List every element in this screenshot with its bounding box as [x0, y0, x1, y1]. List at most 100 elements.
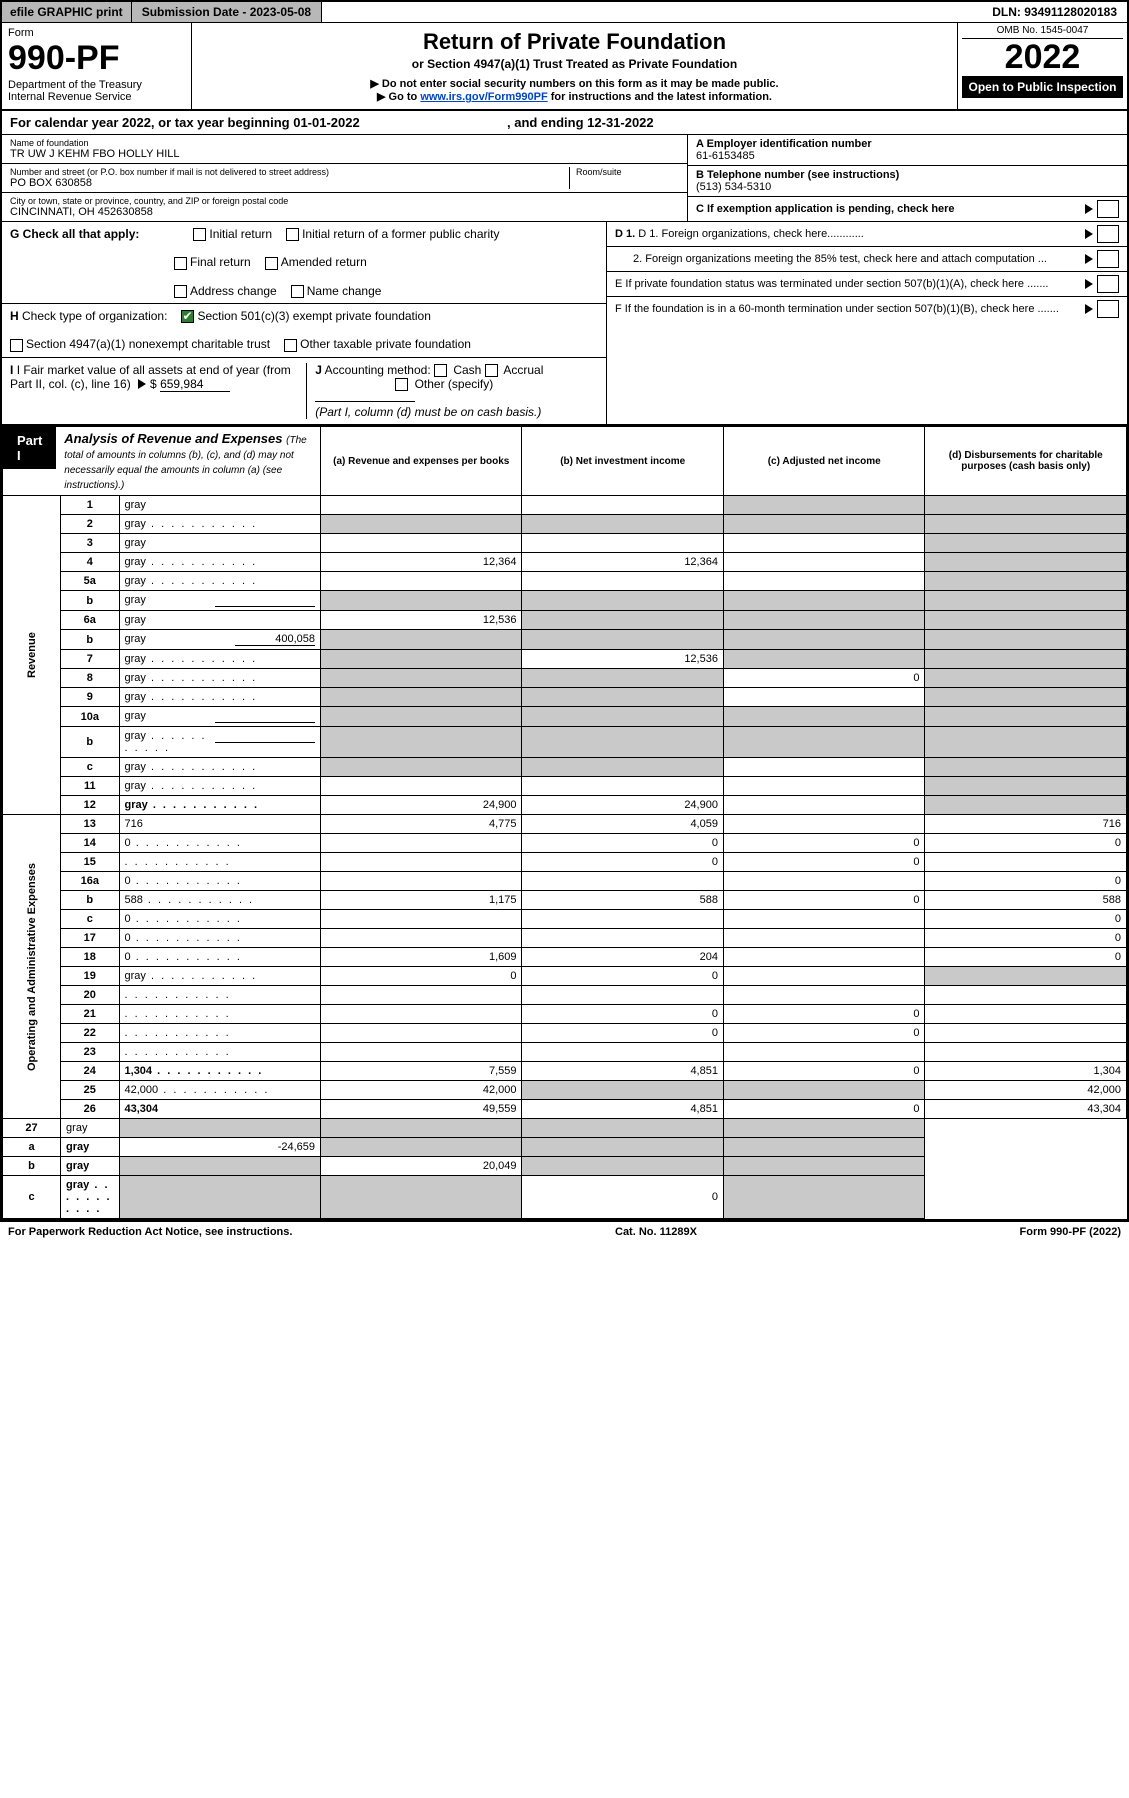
table-row: 2200	[3, 1024, 1127, 1043]
fmv-value: 659,984	[160, 377, 230, 392]
phone-value: (513) 534-5310	[696, 181, 1119, 193]
line-h: H Check type of organization: Section 50…	[2, 304, 606, 358]
table-row: 2100	[3, 1005, 1127, 1024]
col-d-header: (d) Disbursements for charitable purpose…	[925, 427, 1127, 496]
arrow-icon	[138, 379, 146, 389]
open-to-public: Open to Public Inspection	[962, 76, 1123, 98]
header-bullet-1: ▶ Do not enter social security numbers o…	[200, 77, 949, 90]
table-row: bgray	[3, 727, 1127, 758]
table-row: 16a00	[3, 872, 1127, 891]
form-label: Form	[8, 27, 185, 39]
address-label: Number and street (or P.O. box number if…	[10, 167, 569, 177]
checkbox-g-initial[interactable]	[193, 228, 206, 241]
checkbox-g-amended[interactable]	[265, 257, 278, 270]
side-label: Operating and Administrative Expenses	[3, 815, 61, 1119]
checkbox-j-other[interactable]	[395, 378, 408, 391]
form-container: efile GRAPHIC print Submission Date - 20…	[0, 0, 1129, 1221]
header-bullet-2: ▶ Go to www.irs.gov/Form990PF for instru…	[200, 90, 949, 103]
page-footer: For Paperwork Reduction Act Notice, see …	[0, 1221, 1129, 1238]
city-label: City or town, state or province, country…	[10, 196, 679, 206]
form-subtitle: or Section 4947(a)(1) Trust Treated as P…	[200, 57, 949, 71]
line-g: G Check all that apply: Initial return I…	[2, 222, 606, 304]
checkbox-g-address[interactable]	[174, 285, 187, 298]
table-row: c00	[3, 910, 1127, 929]
checkbox-d1[interactable]	[1097, 225, 1119, 243]
table-row: 241,3047,5594,85101,304	[3, 1062, 1127, 1081]
table-row: 1700	[3, 929, 1127, 948]
checkbox-h-other[interactable]	[284, 339, 297, 352]
name-label: Name of foundation	[10, 138, 679, 148]
table-row: bgray400,058	[3, 630, 1127, 650]
arrow-icon	[1085, 204, 1093, 214]
table-row: 11gray	[3, 777, 1127, 796]
foundation-name: TR UW J KEHM FBO HOLLY HILL	[10, 148, 679, 160]
c-label: C If exemption application is pending, c…	[696, 203, 955, 215]
table-row: bgray20,049	[3, 1157, 1127, 1176]
phone-label: B Telephone number (see instructions)	[696, 169, 899, 181]
form-header: Form 990-PF Department of the Treasury I…	[2, 23, 1127, 111]
table-row: 140000	[3, 834, 1127, 853]
table-row: agray-24,659	[3, 1138, 1127, 1157]
table-row: Operating and Administrative Expenses137…	[3, 815, 1127, 834]
tax-year: 2022	[962, 39, 1123, 76]
table-row: 4gray12,36412,364	[3, 553, 1127, 572]
table-row: 27gray	[3, 1119, 1127, 1138]
calendar-year-row: For calendar year 2022, or tax year begi…	[2, 111, 1127, 135]
top-bar: efile GRAPHIC print Submission Date - 20…	[2, 2, 1127, 23]
table-row: 7gray12,536	[3, 650, 1127, 669]
form990pf-link[interactable]: www.irs.gov/Form990PF	[420, 91, 547, 103]
submission-date: Submission Date - 2023-05-08	[132, 2, 322, 22]
table-row: 3gray	[3, 534, 1127, 553]
checkbox-g-name[interactable]	[291, 285, 304, 298]
table-row: 6agray12,536	[3, 611, 1127, 630]
checkbox-h-4947[interactable]	[10, 339, 23, 352]
checkbox-g-initial-former[interactable]	[286, 228, 299, 241]
efile-print-button[interactable]: efile GRAPHIC print	[2, 2, 132, 22]
side-label: Revenue	[3, 496, 61, 815]
footer-mid: Cat. No. 11289X	[615, 1226, 697, 1238]
checkbox-d2[interactable]	[1097, 250, 1119, 268]
entity-info: Name of foundation TR UW J KEHM FBO HOLL…	[2, 135, 1127, 222]
col-b-header: (b) Net investment income	[522, 427, 723, 496]
table-row: Revenue1gray	[3, 496, 1127, 515]
col-a-header: (a) Revenue and expenses per books	[321, 427, 522, 496]
table-row: 2gray	[3, 515, 1127, 534]
table-row: cgray0	[3, 1176, 1127, 1219]
checkbox-e[interactable]	[1097, 275, 1119, 293]
table-row: 2643,30449,5594,851043,304	[3, 1100, 1127, 1119]
irs-label: Internal Revenue Service	[8, 91, 185, 103]
table-row: 1500	[3, 853, 1127, 872]
table-row: 23	[3, 1043, 1127, 1062]
dln-label: DLN: 93491128020183	[982, 2, 1127, 22]
omb-number: OMB No. 1545-0047	[962, 25, 1123, 39]
checkbox-h-501c3[interactable]	[181, 310, 194, 323]
city-value: CINCINNATI, OH 452630858	[10, 206, 679, 218]
table-row: 1801,6092040	[3, 948, 1127, 967]
footer-right: Form 990-PF (2022)	[1020, 1226, 1121, 1238]
address-value: PO BOX 630858	[10, 177, 569, 189]
form-number: 990-PF	[8, 41, 185, 75]
table-row: 20	[3, 986, 1127, 1005]
footer-left: For Paperwork Reduction Act Notice, see …	[8, 1226, 292, 1238]
room-label: Room/suite	[576, 167, 679, 177]
table-row: cgray	[3, 758, 1127, 777]
form-title: Return of Private Foundation	[200, 29, 949, 55]
part1-table: Part I Analysis of Revenue and Expenses …	[2, 426, 1127, 1219]
part1-tag: Part I	[3, 427, 56, 469]
table-row: 2542,00042,00042,000	[3, 1081, 1127, 1100]
table-row: b5881,1755880588	[3, 891, 1127, 910]
checkbox-g-final[interactable]	[174, 257, 187, 270]
table-row: 19gray00	[3, 967, 1127, 986]
dept-label: Department of the Treasury	[8, 79, 185, 91]
table-row: 10agray	[3, 707, 1127, 727]
checkbox-j-cash[interactable]	[434, 364, 447, 377]
table-row: 8gray0	[3, 669, 1127, 688]
checkbox-c[interactable]	[1097, 200, 1119, 218]
table-row: 12gray24,90024,900	[3, 796, 1127, 815]
checkbox-j-accrual[interactable]	[485, 364, 498, 377]
checkbox-f[interactable]	[1097, 300, 1119, 318]
col-c-header: (c) Adjusted net income	[723, 427, 924, 496]
table-row: 9gray	[3, 688, 1127, 707]
table-row: bgray	[3, 591, 1127, 611]
ein-label: A Employer identification number	[696, 138, 872, 150]
